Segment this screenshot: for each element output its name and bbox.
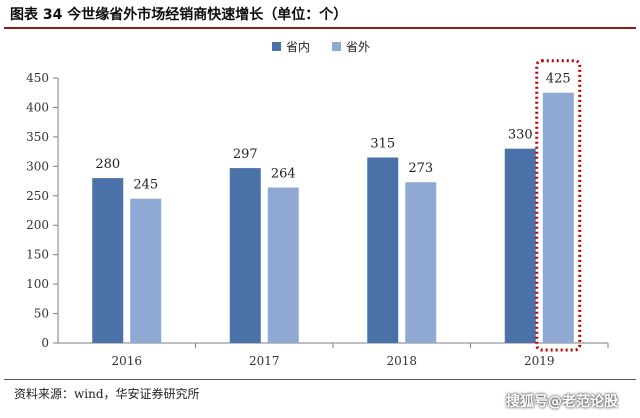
chart-title: 图表 34 今世缘省外市场经销商快速增长（单位：个） bbox=[10, 7, 348, 23]
data-label: 273 bbox=[408, 161, 433, 176]
legend-label-outside: 省外 bbox=[346, 40, 370, 54]
data-label: 330 bbox=[508, 128, 533, 143]
y-tick-label: 150 bbox=[26, 248, 49, 262]
y-tick-label: 50 bbox=[34, 307, 49, 321]
data-label: 297 bbox=[233, 147, 258, 162]
x-tick-label: 2016 bbox=[111, 354, 142, 368]
legend-label-domestic: 省内 bbox=[286, 40, 310, 54]
y-tick-label: 450 bbox=[26, 71, 49, 85]
bar-domestic-2019 bbox=[504, 148, 536, 343]
bar-domestic-2016 bbox=[92, 178, 124, 343]
x-tick-label: 2019 bbox=[524, 354, 555, 368]
x-tick-label: 2018 bbox=[386, 354, 417, 368]
bar-outside-2016 bbox=[130, 198, 162, 343]
y-tick-label: 300 bbox=[26, 159, 49, 173]
data-label: 264 bbox=[271, 167, 296, 182]
source-note: 资料来源：wind，华安证券研究所 bbox=[14, 387, 200, 401]
y-tick-label: 350 bbox=[26, 130, 49, 144]
bar-outside-2019 bbox=[542, 92, 574, 343]
highlight-box bbox=[535, 59, 582, 352]
bar-outside-2017 bbox=[267, 187, 299, 343]
y-tick-label: 200 bbox=[26, 218, 49, 232]
title-divider bbox=[4, 27, 636, 29]
bar-domestic-2017 bbox=[229, 168, 261, 343]
legend-swatch-outside bbox=[332, 42, 341, 51]
y-tick-label: 100 bbox=[26, 277, 49, 291]
bar-domestic-2018 bbox=[367, 157, 399, 343]
x-tick-label: 2017 bbox=[249, 354, 280, 368]
legend-swatch-domestic bbox=[272, 42, 281, 51]
watermark-text: 搜狐号@老范论股 bbox=[506, 394, 618, 410]
data-label: 425 bbox=[546, 72, 571, 87]
bar-outside-2018 bbox=[405, 182, 437, 343]
data-label: 280 bbox=[95, 157, 120, 172]
data-label: 315 bbox=[370, 137, 395, 152]
data-label: 245 bbox=[133, 178, 158, 193]
footer-divider bbox=[4, 379, 636, 380]
y-tick-label: 250 bbox=[26, 189, 49, 203]
y-tick-label: 0 bbox=[41, 336, 49, 350]
y-tick-label: 400 bbox=[26, 100, 49, 114]
